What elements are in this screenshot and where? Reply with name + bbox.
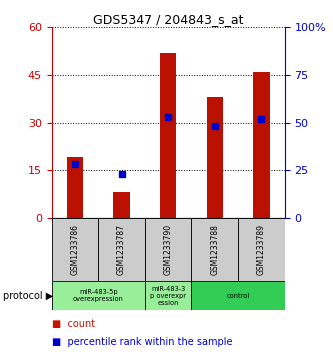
Text: miR-483-5p
overexpression: miR-483-5p overexpression xyxy=(73,289,124,302)
Text: GSM1233789: GSM1233789 xyxy=(257,224,266,275)
Bar xyxy=(160,53,176,218)
Bar xyxy=(67,158,83,218)
Title: GDS5347 / 204843_s_at: GDS5347 / 204843_s_at xyxy=(93,13,243,26)
Text: GSM1233786: GSM1233786 xyxy=(70,224,80,275)
Bar xyxy=(253,72,269,218)
Bar xyxy=(191,218,238,281)
Text: GSM1233790: GSM1233790 xyxy=(164,224,173,275)
Text: control: control xyxy=(226,293,250,299)
Bar xyxy=(113,192,130,218)
Text: GSM1233788: GSM1233788 xyxy=(210,224,219,275)
Text: miR-483-3
p overexpr
ession: miR-483-3 p overexpr ession xyxy=(150,286,186,306)
Bar xyxy=(52,281,145,310)
Bar xyxy=(238,218,285,281)
Bar xyxy=(191,281,285,310)
Bar xyxy=(145,281,191,310)
Bar xyxy=(52,218,98,281)
Bar xyxy=(98,218,145,281)
Text: GSM1233787: GSM1233787 xyxy=(117,224,126,275)
Text: ■  count: ■ count xyxy=(52,319,95,329)
Bar xyxy=(145,218,191,281)
Text: protocol ▶: protocol ▶ xyxy=(3,291,54,301)
Bar xyxy=(206,97,223,218)
Text: ■  percentile rank within the sample: ■ percentile rank within the sample xyxy=(52,337,232,347)
